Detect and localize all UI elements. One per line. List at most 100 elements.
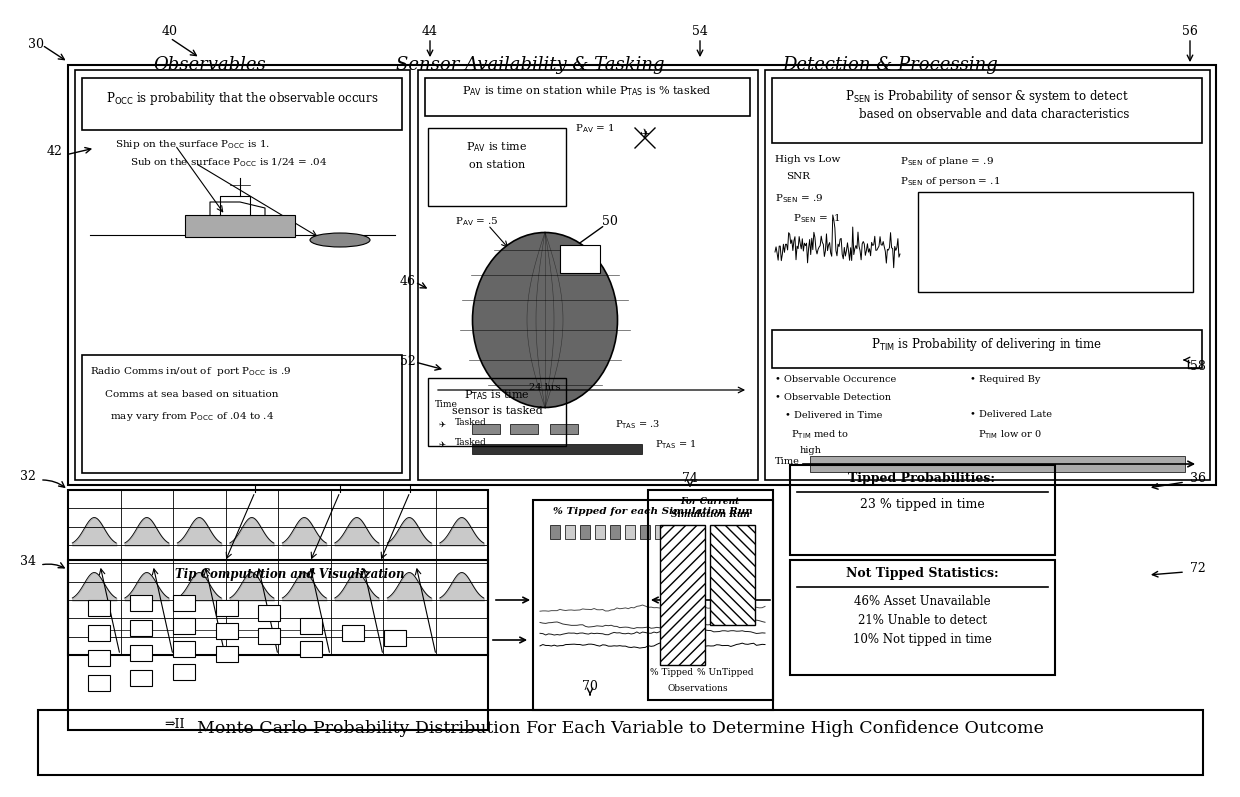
Text: P$_{\rm TIM}$ med to: P$_{\rm TIM}$ med to (785, 428, 849, 441)
Text: P$_{\rm OCC}$ is probability that the observable occurs: P$_{\rm OCC}$ is probability that the ob… (105, 90, 378, 107)
Text: 54: 54 (692, 25, 708, 38)
Text: Sensor Availability & Tasking: Sensor Availability & Tasking (396, 56, 665, 74)
Bar (765, 70, 1210, 480)
Bar (88, 650, 110, 666)
Bar (428, 128, 565, 206)
Text: • Observable Detection: • Observable Detection (775, 393, 892, 402)
Bar (565, 525, 575, 539)
Text: 24 hrs: 24 hrs (529, 383, 560, 392)
Bar (130, 670, 153, 686)
Text: 70: 70 (582, 680, 598, 693)
Text: on station: on station (469, 160, 525, 170)
Text: P$_{\rm SEN}$ of person = .1: P$_{\rm SEN}$ of person = .1 (900, 175, 1001, 188)
Bar (130, 595, 153, 611)
Bar (773, 78, 1202, 143)
Text: ⇒II: ⇒II (165, 718, 185, 731)
Bar (425, 78, 750, 116)
Bar (773, 330, 1202, 368)
Text: Simulation Run: Simulation Run (671, 510, 749, 519)
Bar (918, 192, 1193, 292)
Bar (68, 560, 489, 730)
Bar (88, 675, 110, 691)
Bar (595, 525, 605, 539)
Text: Tip Computation and Visualization: Tip Computation and Visualization (175, 568, 404, 581)
Bar (670, 525, 680, 539)
Bar (174, 618, 195, 634)
Bar (300, 618, 322, 634)
Text: 52: 52 (401, 355, 415, 368)
Bar (384, 630, 405, 646)
Text: 58: 58 (1190, 360, 1207, 373)
Text: 56: 56 (1182, 25, 1198, 38)
Text: 34: 34 (20, 555, 36, 568)
Text: P$_{\rm SEN}$ is Probability of sensor & system to detect: P$_{\rm SEN}$ is Probability of sensor &… (846, 88, 1128, 105)
Text: P$_{\rm AV}$ is time on station while P$_{\rm TAS}$ is % tasked: P$_{\rm AV}$ is time on station while P$… (463, 84, 712, 98)
Bar (580, 525, 590, 539)
Bar (610, 525, 620, 539)
Bar (74, 70, 410, 480)
Text: P$_{\rm AV}$ = 1: P$_{\rm AV}$ = 1 (575, 122, 615, 135)
Text: 44: 44 (422, 25, 438, 38)
Bar (510, 424, 538, 434)
Text: P$_{\rm SEN}$ = .1: P$_{\rm SEN}$ = .1 (794, 212, 841, 225)
Text: P$_{\rm SEN}$ = .9: P$_{\rm SEN}$ = .9 (775, 192, 823, 205)
Bar (174, 641, 195, 657)
Text: high: high (800, 446, 822, 455)
Text: SNR: SNR (786, 172, 810, 181)
Text: 50: 50 (603, 215, 618, 228)
Bar (551, 525, 560, 539)
Bar (655, 525, 665, 539)
Text: 72: 72 (1190, 562, 1205, 575)
Ellipse shape (310, 233, 370, 247)
Bar (130, 620, 153, 636)
Bar (216, 600, 238, 616)
Text: Not Tipped Statistics:: Not Tipped Statistics: (846, 567, 998, 580)
Bar (130, 645, 153, 661)
Bar (640, 525, 650, 539)
Text: P$_{\rm TIM}$ is Probability of delivering in time: P$_{\rm TIM}$ is Probability of deliveri… (872, 336, 1102, 353)
Text: High vs Low: High vs Low (775, 155, 841, 164)
Text: 23 % tipped in time: 23 % tipped in time (859, 498, 985, 511)
Text: P$_{\rm TAS}$ = .3: P$_{\rm TAS}$ = .3 (615, 418, 660, 431)
Text: % Tipped for each Simulation Run: % Tipped for each Simulation Run (553, 507, 753, 516)
Bar (82, 78, 402, 130)
Bar (660, 525, 706, 665)
Text: 32: 32 (20, 470, 36, 483)
Text: Tipped Probabilities:: Tipped Probabilities: (848, 472, 996, 485)
Ellipse shape (472, 233, 618, 407)
Text: Tasked: Tasked (455, 438, 487, 447)
Bar (790, 465, 1055, 555)
Text: 10% Not tipped in time: 10% Not tipped in time (853, 633, 992, 646)
Bar (300, 641, 322, 657)
Text: % Tipped: % Tipped (651, 668, 693, 677)
Text: ✈: ✈ (640, 128, 650, 141)
Bar (88, 600, 110, 616)
Text: P$_{\rm AV}$ = .5: P$_{\rm AV}$ = .5 (455, 215, 498, 228)
Text: P$_{\rm TIM}$ low or 0: P$_{\rm TIM}$ low or 0 (978, 428, 1042, 441)
Text: may vary from P$_{\rm OCC}$ of .04 to .4: may vary from P$_{\rm OCC}$ of .04 to .4 (110, 410, 274, 423)
Bar (649, 490, 773, 700)
Bar (174, 664, 195, 680)
Bar (533, 500, 773, 710)
Text: ✈: ✈ (438, 440, 445, 449)
Text: • Delivered in Time: • Delivered in Time (785, 411, 883, 420)
Text: Time: Time (435, 400, 458, 409)
Bar (428, 378, 565, 446)
Bar (68, 65, 1216, 485)
Text: 46% Asset Unavailable: 46% Asset Unavailable (853, 595, 991, 608)
Text: Observables: Observables (154, 56, 267, 74)
Bar (472, 444, 642, 454)
Text: 40: 40 (162, 25, 179, 38)
Bar (342, 625, 365, 641)
Text: Tasked: Tasked (455, 418, 487, 427)
Bar (258, 605, 280, 621)
Text: 42: 42 (47, 145, 63, 158)
Bar (790, 560, 1055, 675)
Text: • Delivered Late: • Delivered Late (970, 410, 1052, 419)
Bar (82, 355, 402, 473)
Bar (68, 490, 489, 655)
Bar (711, 525, 755, 625)
Text: For Current: For Current (681, 497, 739, 506)
Text: Detection & Processing: Detection & Processing (782, 56, 998, 74)
Text: 36: 36 (1190, 472, 1207, 485)
